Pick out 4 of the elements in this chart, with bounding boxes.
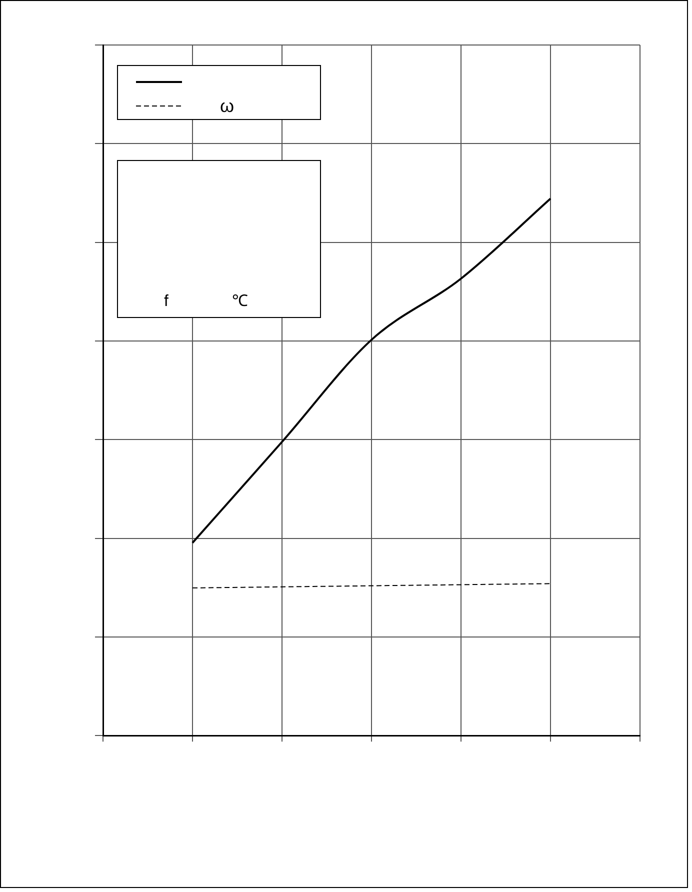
annotation: ℃ bbox=[232, 292, 248, 311]
note-box: f ℃ bbox=[117, 160, 321, 318]
annotation: f bbox=[164, 293, 168, 311]
legend-label: ω bbox=[220, 96, 234, 116]
